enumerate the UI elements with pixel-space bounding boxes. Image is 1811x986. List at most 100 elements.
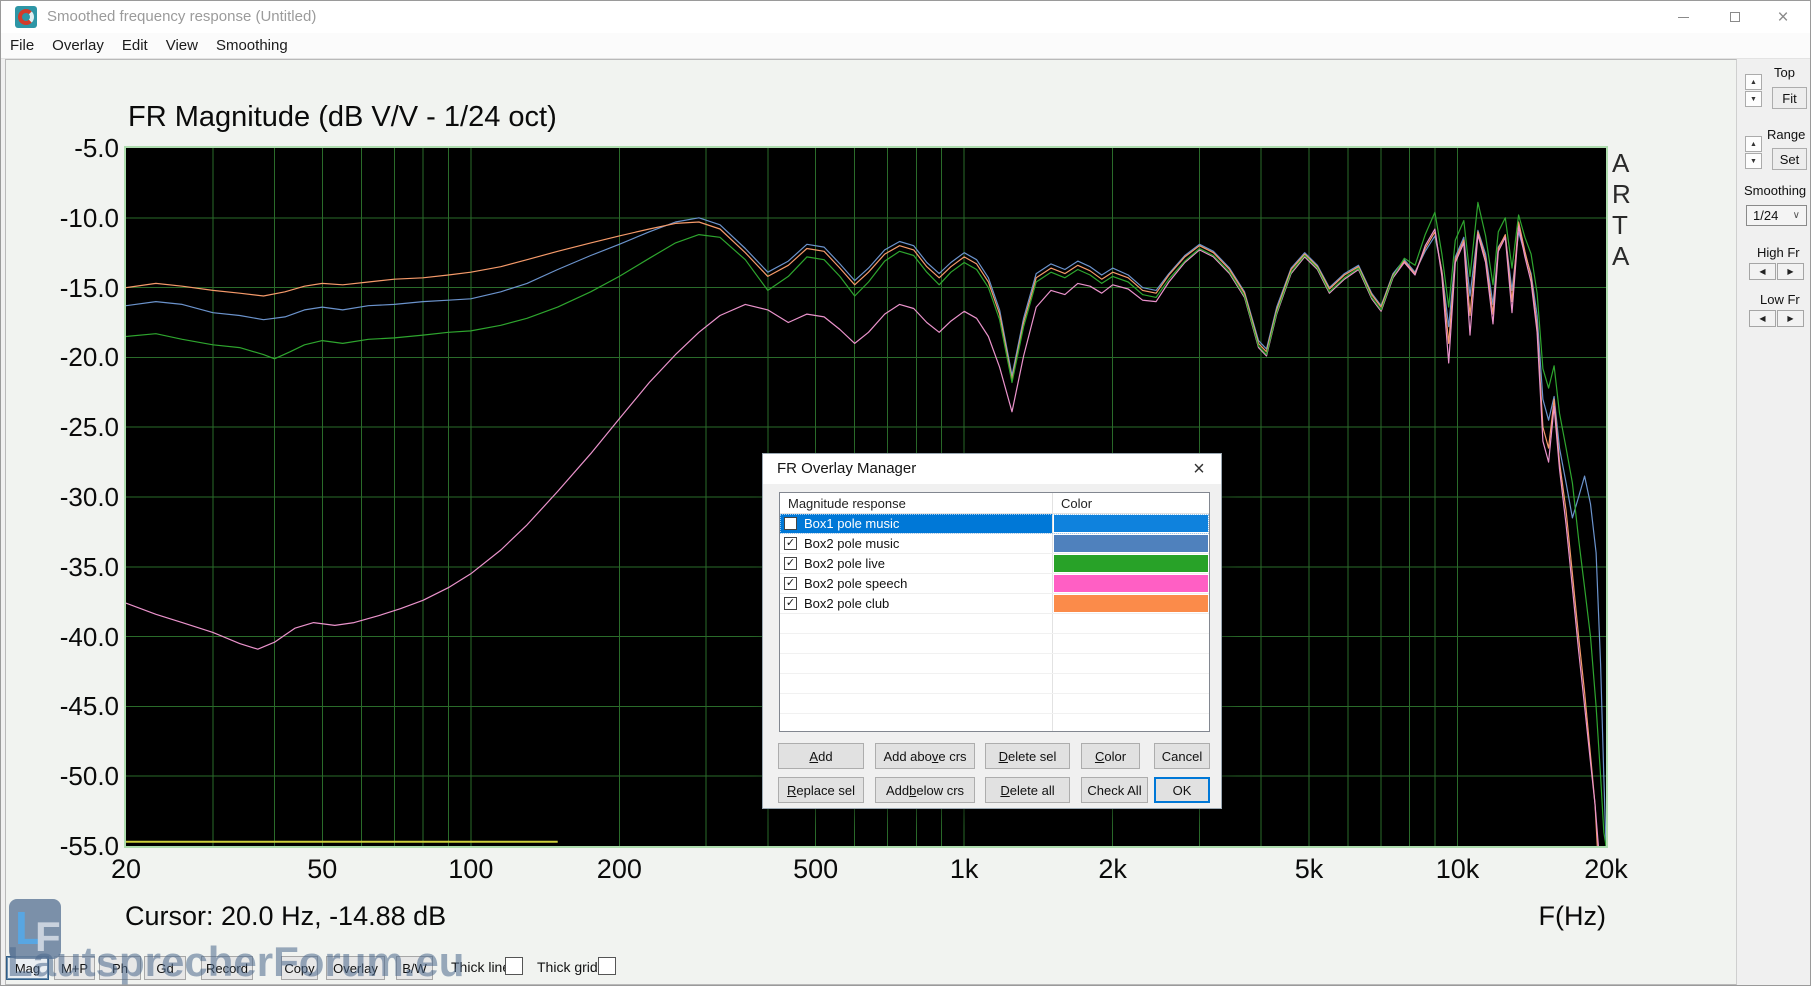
low-fr-left-button[interactable]: ◀ bbox=[1749, 310, 1776, 327]
series-box2-pole-live bbox=[126, 201, 1606, 846]
top-down-spinner[interactable]: ▼ bbox=[1745, 91, 1762, 107]
y-tick-label: -40.0 bbox=[59, 621, 119, 652]
cancel-button[interactable]: Cancel bbox=[1154, 743, 1210, 769]
overlay-row-checkbox[interactable]: ✓ bbox=[784, 557, 797, 570]
chevron-down-icon: ∨ bbox=[1792, 210, 1800, 221]
checkbox-label-thick-line: Thick line bbox=[451, 959, 511, 975]
overlay-row-box2-pole-club[interactable]: ✓ Box2 pole club bbox=[780, 594, 1209, 614]
low-fr-right-button[interactable]: ▶ bbox=[1777, 310, 1804, 327]
color-swatch bbox=[1054, 555, 1208, 572]
toolbar-button-copy[interactable]: Copy bbox=[281, 956, 318, 980]
y-tick-label: -10.0 bbox=[59, 202, 119, 233]
overlay-row-color-cell[interactable] bbox=[1052, 514, 1209, 533]
overlay-row-box2-pole-live[interactable]: ✓ Box2 pole live bbox=[780, 554, 1209, 574]
overlay-row-checkbox[interactable] bbox=[784, 517, 797, 530]
low-fr-label: Low Fr bbox=[1760, 292, 1800, 307]
menu-item-view[interactable]: View bbox=[165, 36, 198, 54]
overlay-row-empty bbox=[780, 634, 1209, 654]
y-tick-label: -5.0 bbox=[74, 133, 119, 163]
overlay-row-color-cell[interactable] bbox=[1052, 534, 1209, 553]
y-tick-label: -35.0 bbox=[59, 551, 119, 582]
ok-button[interactable]: OK bbox=[1154, 777, 1210, 803]
toolbar-button-bw[interactable]: B/W bbox=[396, 956, 433, 980]
range-up-spinner[interactable]: ▲ bbox=[1745, 136, 1762, 152]
overlay-row-color-cell[interactable] bbox=[1052, 554, 1209, 573]
minimize-button[interactable] bbox=[1660, 1, 1706, 33]
menu-item-smoothing[interactable]: Smoothing bbox=[215, 36, 288, 54]
overlay-row-empty bbox=[780, 714, 1209, 731]
overlay-row-checkbox[interactable]: ✓ bbox=[784, 597, 797, 610]
overlay-row-label: Box2 pole music bbox=[804, 536, 900, 551]
add-above-crs-button[interactable]: Add abo v e crs bbox=[875, 743, 975, 769]
x-tick-label: 10k bbox=[1435, 854, 1480, 884]
series-box2-pole-club bbox=[126, 221, 1598, 846]
dialog-close-icon[interactable]: × bbox=[1193, 457, 1205, 480]
toolbar-button-gd[interactable]: Gd bbox=[144, 956, 186, 980]
dialog-title-bar[interactable]: FR Overlay Manager × bbox=[763, 454, 1221, 484]
menu-item-file[interactable]: File bbox=[10, 36, 35, 54]
add-below-crs-button[interactable]: Add b elow crs bbox=[875, 777, 975, 803]
series-box2-pole-speech bbox=[126, 225, 1599, 846]
fit-button[interactable]: Fit bbox=[1772, 87, 1807, 109]
menu-bar: File Overlay Edit View Smoothing bbox=[1, 33, 1810, 59]
x-tick-label: 2k bbox=[1098, 854, 1127, 884]
toolbar-button-overlay[interactable]: Overlay bbox=[326, 956, 385, 980]
overlay-row-label: Box1 pole music bbox=[804, 516, 900, 531]
top-up-spinner[interactable]: ▲ bbox=[1745, 74, 1762, 90]
x-tick-label: 20 bbox=[110, 854, 142, 884]
color-swatch bbox=[1054, 575, 1208, 592]
maximize-button[interactable] bbox=[1712, 1, 1758, 33]
cursor-readout: Cursor: 20.0 Hz, -14.88 dB bbox=[125, 901, 447, 931]
smoothing-value: 1/24 bbox=[1753, 208, 1779, 223]
fr-overlay-manager-dialog: FR Overlay Manager × Magnitude response … bbox=[762, 453, 1222, 809]
toolbar-button-ph[interactable]: Ph bbox=[99, 956, 141, 980]
toolbar-button-record[interactable]: Record bbox=[201, 956, 253, 980]
overlay-row-empty bbox=[780, 614, 1209, 634]
y-tick-label: -30.0 bbox=[59, 482, 119, 512]
chart-title: FR Magnitude (dB V/V - 1/24 oct) bbox=[128, 101, 557, 133]
menu-item-overlay[interactable]: Overlay bbox=[52, 36, 104, 54]
high-fr-right-button[interactable]: ▶ bbox=[1777, 263, 1804, 280]
column-header-color: Color bbox=[1052, 493, 1209, 513]
menu-item-edit[interactable]: Edit bbox=[121, 36, 148, 54]
range-down-spinner[interactable]: ▼ bbox=[1745, 153, 1762, 169]
set-button[interactable]: Set bbox=[1772, 148, 1807, 170]
overlay-row-label: Box2 pole live bbox=[804, 556, 885, 571]
y-tick-label: -50.0 bbox=[59, 761, 119, 792]
overlay-row-color-cell[interactable] bbox=[1052, 594, 1209, 613]
overlay-row-box2-pole-music[interactable]: ✓ Box2 pole music bbox=[780, 534, 1209, 554]
high-fr-left-button[interactable]: ◀ bbox=[1749, 263, 1776, 280]
overlay-row-empty bbox=[780, 654, 1209, 674]
close-button[interactable]: × bbox=[1777, 6, 1789, 28]
brand-letter: A bbox=[1612, 241, 1631, 271]
overlay-row-checkbox[interactable]: ✓ bbox=[784, 577, 797, 590]
title-bar: Smoothed frequency response (Untitled) × bbox=[1, 1, 1810, 33]
checkbox-thick-grid[interactable] bbox=[598, 957, 616, 975]
overlay-list-header: Magnitude response Color bbox=[780, 493, 1209, 514]
smoothing-dropdown[interactable]: 1/24 ∨ bbox=[1746, 205, 1807, 226]
brand-letter: T bbox=[1612, 210, 1629, 240]
x-tick-label: 100 bbox=[448, 854, 494, 884]
overlay-row-color-cell[interactable] bbox=[1052, 574, 1209, 593]
check-all-button[interactable]: Check All bbox=[1081, 777, 1148, 803]
y-tick-label: -25.0 bbox=[59, 412, 119, 443]
series-box2-pole-music bbox=[126, 217, 1606, 846]
toolbar-button-m-plus-p[interactable]: M+P bbox=[54, 956, 95, 980]
overlay-row-empty bbox=[780, 694, 1209, 714]
overlay-row-checkbox[interactable]: ✓ bbox=[784, 537, 797, 550]
color-swatch bbox=[1054, 535, 1208, 552]
overlay-list[interactable]: Magnitude response Color Box1 pole music… bbox=[779, 492, 1210, 732]
brand-letter: R bbox=[1612, 179, 1632, 209]
checkbox-thick-line[interactable] bbox=[505, 957, 523, 975]
top-label: Top bbox=[1774, 65, 1795, 80]
overlay-row-box1-pole-music[interactable]: Box1 pole music bbox=[780, 514, 1209, 534]
arta-app-icon bbox=[15, 6, 37, 28]
overlay-row-box2-pole-speech[interactable]: ✓ Box2 pole speech bbox=[780, 574, 1209, 594]
x-tick-label: 200 bbox=[596, 854, 642, 884]
